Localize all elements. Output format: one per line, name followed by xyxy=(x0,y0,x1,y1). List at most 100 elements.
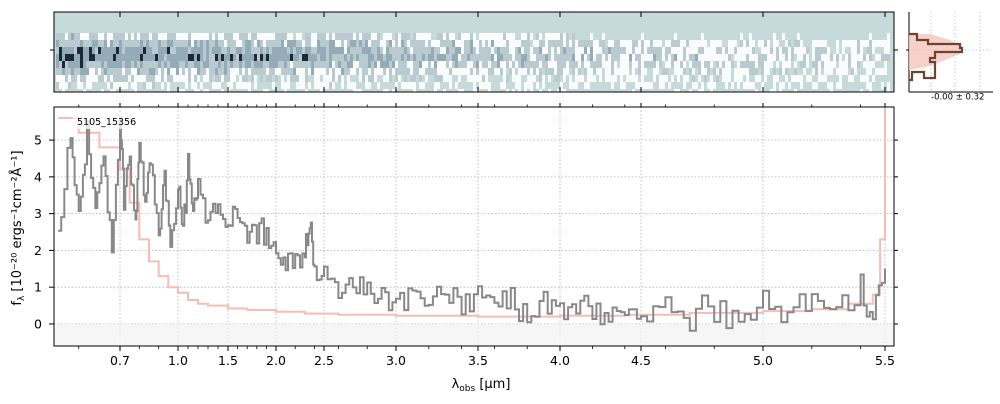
heatmap-cell xyxy=(326,82,329,89)
heatmap-cell xyxy=(524,33,527,40)
heatmap-cell xyxy=(104,47,107,54)
heatmap-cell xyxy=(62,61,65,68)
heatmap-cell xyxy=(380,40,383,47)
heatmap-cell xyxy=(92,54,95,61)
heatmap-cell xyxy=(581,54,584,61)
heatmap-cell xyxy=(74,75,77,82)
heatmap-cell xyxy=(737,75,740,82)
heatmap-cell xyxy=(491,68,494,75)
heatmap-cell xyxy=(755,89,758,92)
y-axis-label-unit: [10⁻²⁰ ergs⁻¹cm⁻²Å⁻¹] xyxy=(9,150,25,295)
heatmap-cell xyxy=(65,54,68,61)
heatmap-cell xyxy=(113,68,116,75)
heatmap-cell xyxy=(887,89,890,92)
heatmap-cell xyxy=(767,47,770,54)
heatmap-cell xyxy=(158,33,161,40)
heatmap-cell xyxy=(824,75,827,82)
heatmap-cell xyxy=(821,75,824,82)
heatmap-cell xyxy=(560,47,563,54)
heatmap-cell xyxy=(527,61,530,68)
heatmap-cell xyxy=(185,75,188,82)
heatmap-cell xyxy=(488,82,491,89)
heatmap-cell xyxy=(221,33,224,40)
heatmap-cell xyxy=(122,54,125,61)
heatmap-cell xyxy=(647,61,650,68)
heatmap-cell xyxy=(182,40,185,47)
heatmap-cell xyxy=(146,68,149,75)
heatmap-cell xyxy=(170,33,173,40)
heatmap-cell xyxy=(308,61,311,68)
heatmap-cell xyxy=(473,33,476,40)
heatmap-cell xyxy=(839,54,842,61)
heatmap-cell xyxy=(779,68,782,75)
heatmap-cell xyxy=(173,47,176,54)
heatmap-cell xyxy=(440,54,443,61)
heatmap-cell xyxy=(665,47,668,54)
heatmap-cell xyxy=(104,54,107,61)
heatmap-cell xyxy=(110,82,113,89)
heatmap-cell xyxy=(740,33,743,40)
heatmap-cell xyxy=(515,61,518,68)
heatmap-cell xyxy=(287,61,290,68)
heatmap-cell xyxy=(710,40,713,47)
heatmap-cell xyxy=(671,75,674,82)
heatmap-cell xyxy=(353,33,356,40)
heatmap-cell xyxy=(554,47,557,54)
heatmap-cell xyxy=(395,68,398,75)
heatmap-cell xyxy=(500,33,503,40)
heatmap-cell xyxy=(794,47,797,54)
heatmap-cell xyxy=(329,75,332,82)
heatmap-cell xyxy=(401,82,404,89)
heatmap-cell xyxy=(341,47,344,54)
heatmap-cell xyxy=(749,82,752,89)
heatmap-cell xyxy=(503,54,506,61)
heatmap-cell xyxy=(149,40,152,47)
heatmap-cell xyxy=(317,75,320,82)
heatmap-frame xyxy=(53,11,895,93)
heatmap-cell xyxy=(773,75,776,82)
heatmap-cell xyxy=(875,40,878,47)
heatmap-cell xyxy=(815,40,818,47)
heatmap-cell xyxy=(794,61,797,68)
heatmap-cell xyxy=(107,47,110,54)
heatmap-cell xyxy=(473,54,476,61)
heatmap-cell xyxy=(338,54,341,61)
heatmap-cell xyxy=(317,68,320,75)
heatmap-cell xyxy=(398,40,401,47)
heatmap-cell xyxy=(386,89,389,92)
heatmap-cell xyxy=(374,40,377,47)
heatmap-cell xyxy=(620,75,623,82)
heatmap-cell xyxy=(884,68,887,75)
heatmap-cell xyxy=(149,75,152,82)
heatmap-cell xyxy=(206,89,209,92)
heatmap-cell xyxy=(305,89,308,92)
heatmap-cell xyxy=(308,33,311,40)
heatmap-cell xyxy=(179,40,182,47)
heatmap-cell xyxy=(743,40,746,47)
heatmap-cell xyxy=(692,47,695,54)
heatmap-cell xyxy=(701,68,704,75)
heatmap-cell xyxy=(458,54,461,61)
heatmap-cell xyxy=(449,75,452,82)
heatmap-cell xyxy=(629,54,632,61)
heatmap-cell xyxy=(275,75,278,82)
heatmap-cell xyxy=(71,68,74,75)
heatmap-cell xyxy=(410,68,413,75)
heatmap-cell xyxy=(368,61,371,68)
heatmap-cell xyxy=(731,82,734,89)
heatmap-cell xyxy=(572,54,575,61)
heatmap-cell xyxy=(851,47,854,54)
x-tick-label: 1.0 xyxy=(168,353,188,368)
heatmap-cell xyxy=(398,54,401,61)
heatmap-cell xyxy=(557,47,560,54)
heatmap-cell xyxy=(422,61,425,68)
heatmap-cell xyxy=(368,33,371,40)
heatmap-cell xyxy=(617,68,620,75)
heatmap-cell xyxy=(215,61,218,68)
heatmap-cell xyxy=(590,40,593,47)
heatmap-cell xyxy=(521,61,524,68)
heatmap-cell xyxy=(272,54,275,61)
heatmap-cell xyxy=(341,68,344,75)
heatmap-cell xyxy=(887,54,890,61)
heatmap-cell xyxy=(209,54,212,61)
